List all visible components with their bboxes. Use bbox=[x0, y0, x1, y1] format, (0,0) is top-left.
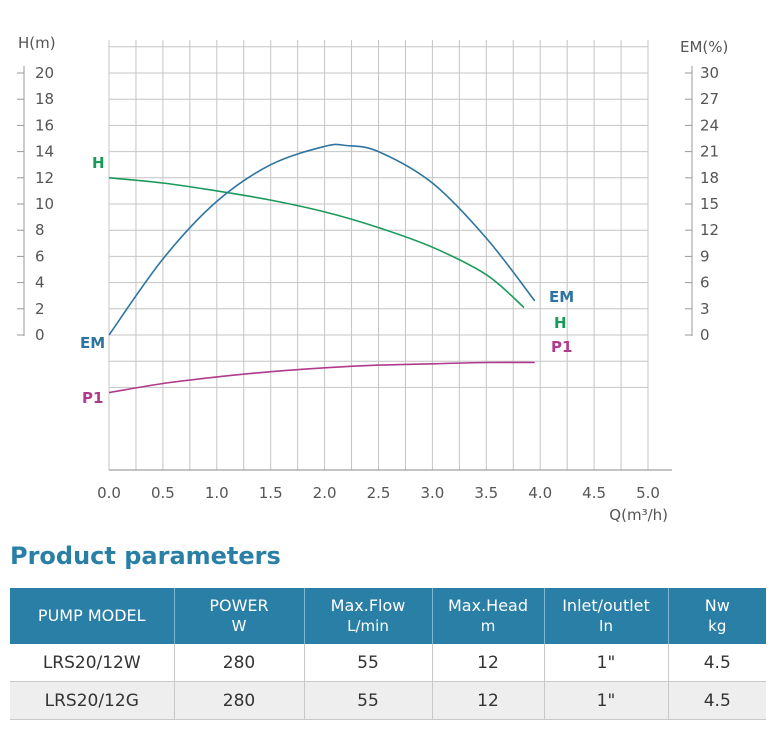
x-tick-label: 1.0 bbox=[205, 484, 229, 502]
left-tick-label: 16 bbox=[35, 116, 54, 134]
curve-label-p1-end: P1 bbox=[551, 338, 572, 356]
cell-max-flow: 55 bbox=[304, 681, 433, 720]
cell-inlet-outlet: 1" bbox=[544, 681, 669, 720]
cell-model: LRS20/12W bbox=[10, 644, 175, 682]
x-tick-label: 3.5 bbox=[474, 484, 498, 502]
cell-max-head: 12 bbox=[432, 644, 545, 682]
right-tick-label: 15 bbox=[700, 195, 719, 213]
section-title: Product parameters bbox=[10, 542, 281, 570]
right-tick-label: 30 bbox=[700, 64, 719, 82]
cell-inlet-outlet: 1" bbox=[544, 644, 669, 682]
curve-label-em-end: EM bbox=[549, 288, 574, 306]
right-tick-label: 24 bbox=[700, 116, 719, 134]
x-axis-label: Q(m³/h) bbox=[609, 506, 668, 524]
left-tick-label: 20 bbox=[35, 64, 54, 82]
left-tick-label: 0 bbox=[35, 326, 45, 344]
left-tick-label: 14 bbox=[35, 143, 54, 161]
x-tick-label: 1.5 bbox=[259, 484, 283, 502]
left-tick-label: 18 bbox=[35, 90, 54, 108]
left-tick-label: 12 bbox=[35, 169, 54, 187]
x-tick-label: 5.0 bbox=[636, 484, 660, 502]
cell-model: LRS20/12G bbox=[10, 681, 175, 720]
right-tick-label: 9 bbox=[700, 247, 710, 265]
right-tick-label: 6 bbox=[700, 274, 710, 292]
curve-p1 bbox=[108, 361, 535, 394]
x-tick-label: 2.5 bbox=[367, 484, 391, 502]
x-tick-label: 0.0 bbox=[97, 484, 121, 502]
left-tick-label: 10 bbox=[35, 195, 54, 213]
right-tick-label: 27 bbox=[700, 90, 719, 108]
header-nw: Nw kg bbox=[668, 588, 766, 644]
chart-axes bbox=[17, 66, 693, 471]
table-row: LRS20/12W 280 55 12 1" 4.5 bbox=[10, 644, 766, 682]
header-pump-model: PUMP MODEL bbox=[10, 588, 175, 644]
curve-label-p1-start: P1 bbox=[82, 389, 103, 407]
left-tick-label: 2 bbox=[35, 300, 45, 318]
curve-label-h-end: H bbox=[554, 314, 567, 332]
right-tick-label: 3 bbox=[700, 300, 710, 318]
table-row: LRS20/12G 280 55 12 1" 4.5 bbox=[10, 681, 766, 720]
right-tick-label: 12 bbox=[700, 221, 719, 239]
cell-nw: 4.5 bbox=[668, 681, 766, 720]
x-tick-label: 2.0 bbox=[313, 484, 337, 502]
pump-performance-chart: 0.0 0.5 1.0 1.5 2.0 2.5 3.0 3.5 4.0 4.5 5.0 Q(m³/h)… bbox=[17, 34, 728, 524]
x-tick-label: 0.5 bbox=[151, 484, 175, 502]
curve-label-h-start: H bbox=[92, 154, 105, 172]
curve-label-em-start: EM bbox=[80, 334, 105, 352]
chart-grid bbox=[108, 40, 649, 470]
header-power: POWER W bbox=[174, 588, 305, 644]
chart-curves bbox=[108, 143, 536, 394]
left-tick-label: 4 bbox=[35, 274, 45, 292]
right-tick-label: 0 bbox=[700, 326, 710, 344]
right-tick-label: 21 bbox=[700, 143, 719, 161]
right-axis-label: EM(%) bbox=[680, 38, 728, 56]
chart-labels: 0.0 0.5 1.0 1.5 2.0 2.5 3.0 3.5 4.0 4.5 5.0 Q(m³/h)… bbox=[18, 34, 728, 524]
right-tick-label: 18 bbox=[700, 169, 719, 187]
x-tick-label: 4.0 bbox=[528, 484, 552, 502]
left-tick-label: 6 bbox=[35, 247, 45, 265]
curve-h bbox=[108, 177, 525, 309]
header-max-head: Max.Head m bbox=[432, 588, 545, 644]
left-tick-label: 8 bbox=[35, 221, 45, 239]
product-parameters-table: PUMP MODEL POWER W Max.Flow L/min Max.Head… bbox=[10, 588, 766, 720]
cell-max-flow: 55 bbox=[304, 644, 433, 682]
header-inlet-outlet: Inlet/outlet In bbox=[544, 588, 669, 644]
x-tick-label: 4.5 bbox=[582, 484, 606, 502]
cell-power: 280 bbox=[174, 681, 305, 720]
header-max-flow: Max.Flow L/min bbox=[304, 588, 433, 644]
cell-nw: 4.5 bbox=[668, 644, 766, 682]
cell-max-head: 12 bbox=[432, 681, 545, 720]
left-axis-label: H(m) bbox=[18, 34, 56, 52]
x-tick-label: 3.0 bbox=[420, 484, 444, 502]
curve-em bbox=[108, 143, 536, 336]
cell-power: 280 bbox=[174, 644, 305, 682]
table-header-row: PUMP MODEL POWER W Max.Flow L/min Max.Head… bbox=[10, 588, 766, 644]
